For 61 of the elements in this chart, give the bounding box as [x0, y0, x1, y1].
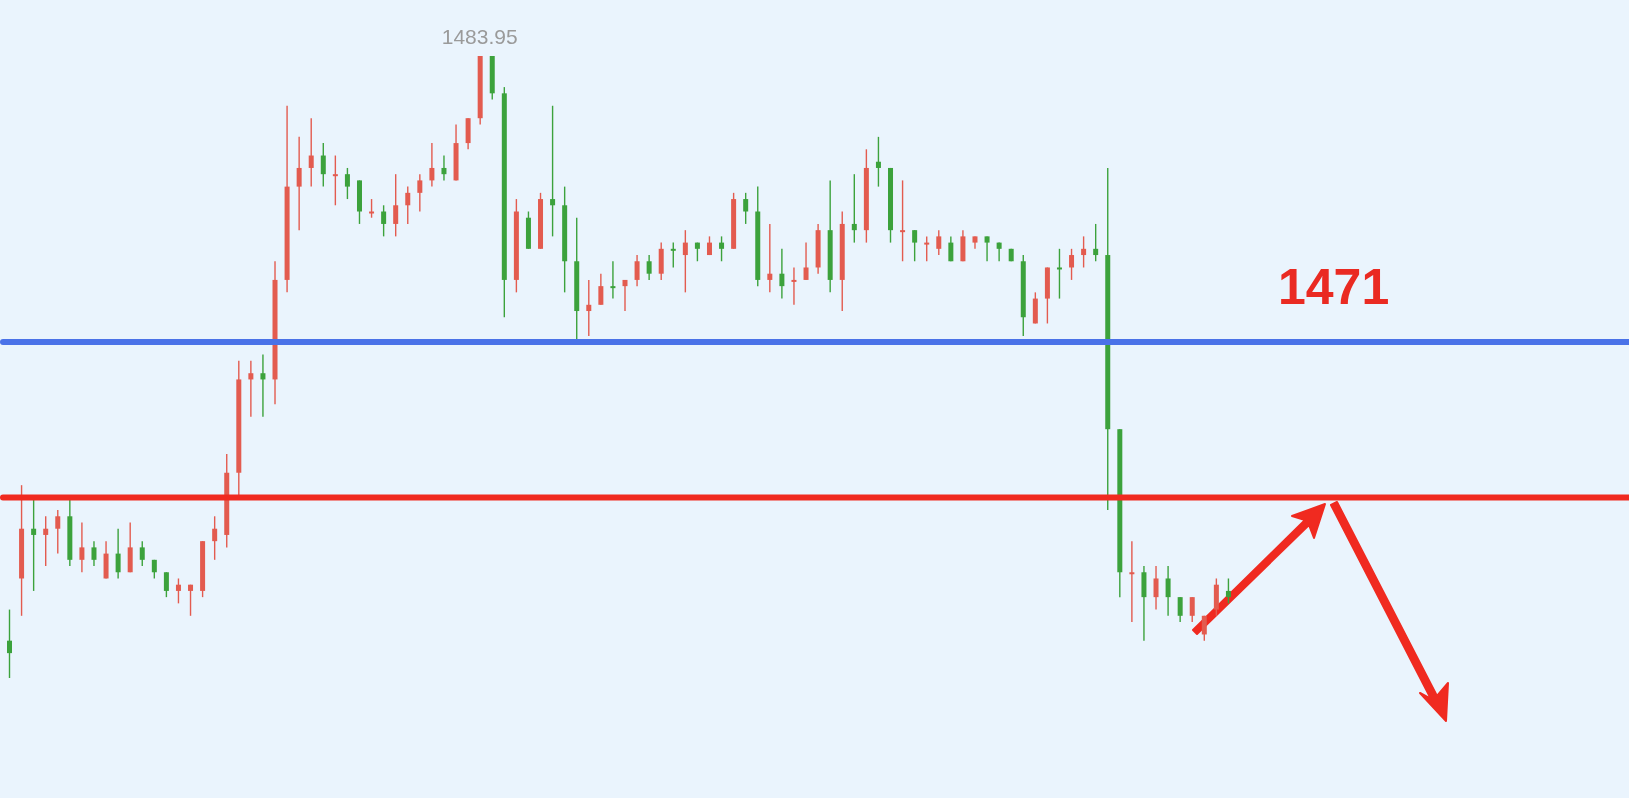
candlestick	[248, 360, 254, 418]
candlestick	[1201, 615, 1207, 642]
candlestick	[43, 515, 49, 567]
candlestick	[1189, 596, 1195, 623]
candlestick	[875, 136, 881, 188]
candlestick	[1225, 577, 1231, 605]
candlestick	[924, 235, 930, 262]
annotation: 1483.95	[441, 25, 518, 48]
candlestick	[743, 192, 749, 225]
candlestick	[1129, 540, 1135, 623]
candlestick	[851, 173, 857, 244]
candlestick	[682, 229, 688, 294]
candlestick	[1081, 235, 1087, 269]
candlestick	[417, 173, 423, 213]
candlestick	[598, 273, 604, 306]
candlestick	[767, 223, 773, 294]
candlestick	[308, 117, 314, 188]
candlestick	[320, 142, 326, 188]
candlestick	[550, 105, 556, 238]
candlestick	[441, 154, 447, 182]
candlestick	[1165, 565, 1171, 617]
candlestick	[1069, 248, 1075, 281]
candlestick	[260, 353, 266, 418]
candlestick	[296, 136, 302, 231]
candlestick	[344, 167, 350, 200]
candlestick	[393, 173, 399, 238]
candlestick	[55, 509, 61, 555]
candlestick	[175, 577, 181, 605]
candlestick	[984, 235, 990, 262]
candlestick	[369, 198, 375, 219]
candlestick	[79, 521, 85, 573]
candlestick	[1177, 596, 1183, 623]
candlestick	[646, 254, 652, 281]
candlestick	[634, 254, 640, 287]
candlestick	[1153, 565, 1159, 611]
candlestick	[7, 608, 12, 678]
candlestick	[188, 584, 194, 617]
candlestick	[429, 142, 435, 188]
candlestick	[586, 279, 592, 337]
candlestick	[791, 266, 797, 306]
candlestick	[1093, 223, 1099, 262]
candlestick	[115, 528, 121, 580]
candlestick	[212, 515, 218, 561]
candlestick	[779, 248, 785, 300]
candlestick	[139, 540, 145, 567]
candlestick	[610, 260, 616, 300]
candlestick	[900, 179, 906, 262]
candlestick	[912, 229, 918, 262]
candlestick	[405, 185, 411, 225]
candlestick	[936, 229, 942, 256]
candlestick	[670, 241, 676, 269]
candlestick	[803, 241, 809, 281]
candlestick	[163, 571, 169, 598]
candlestick	[381, 204, 387, 238]
candlestick	[948, 235, 954, 262]
candlestick	[719, 235, 725, 262]
candlestick	[332, 154, 338, 206]
text: 1471	[1278, 258, 1390, 316]
candlestick	[622, 279, 628, 312]
candlestick	[91, 540, 97, 567]
candlestick	[1056, 248, 1062, 300]
